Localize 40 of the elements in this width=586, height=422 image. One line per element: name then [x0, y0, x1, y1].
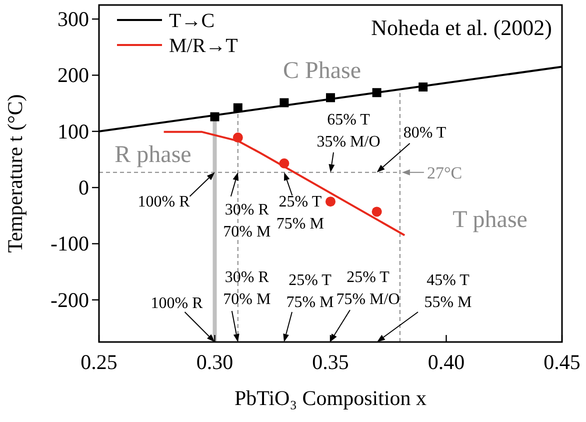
point [372, 206, 382, 217]
annotation: Noheda et al. (2002) [371, 15, 552, 40]
legend-label: T→C [169, 10, 215, 32]
point [232, 132, 243, 143]
y-axis-title: Temperature t (°C) [3, 94, 27, 253]
x-tick-label: 0.45 [544, 350, 580, 374]
y-tick-label: -100 [50, 232, 89, 256]
annotation: T phase [452, 207, 528, 233]
y-tick-label: 0 [78, 176, 89, 200]
x-tick-label: 0.35 [312, 350, 349, 374]
legend-label: M/R→T [169, 35, 238, 57]
x-tick-label: 0.40 [428, 350, 465, 374]
annotation: 80% T [403, 124, 446, 142]
annotation: C Phase [283, 58, 361, 84]
annotation: 25% T 75% M/O [336, 269, 400, 308]
x-tick-label: 0.30 [196, 350, 234, 374]
annotation: 25% T 75% M [286, 272, 334, 311]
annotation: 30% R 70% M [223, 269, 271, 308]
y-tick-label: 300 [58, 7, 89, 32]
annotation: 45% T 55% M [424, 272, 472, 311]
annotation: 30% R 70% M [223, 201, 271, 240]
x-axis-title: PbTiO₃ Composition x [234, 386, 428, 410]
annotation: 65% T 35% M/O [316, 111, 380, 150]
annotation: 100% R [138, 193, 190, 210]
annotation: R phase [114, 142, 192, 168]
y-tick-label: -200 [50, 288, 89, 312]
point [279, 158, 290, 168]
annotation: 100% R [150, 295, 204, 312]
point [233, 103, 242, 112]
annotation: 25% T 75% M [276, 193, 324, 232]
point [326, 93, 335, 102]
point [372, 88, 382, 98]
point [326, 196, 336, 207]
y-tick-label: 100 [58, 119, 89, 144]
y-tick-label: 200 [58, 63, 89, 88]
point [418, 82, 428, 92]
point [210, 112, 220, 122]
x-tick-label: 0.25 [80, 350, 118, 374]
ref-line-label: 27°C [426, 163, 462, 182]
point [280, 98, 289, 108]
